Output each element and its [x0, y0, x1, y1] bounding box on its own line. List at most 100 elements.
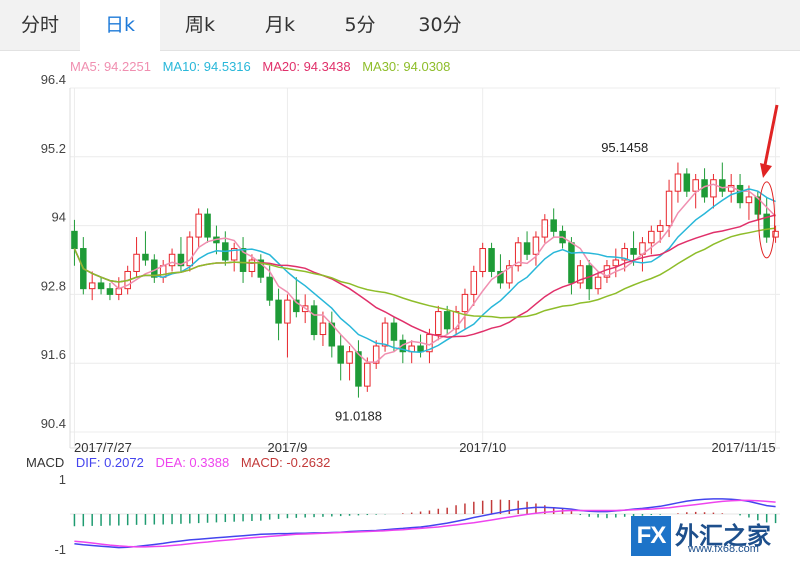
candle-body [772, 230, 779, 238]
candle-body [408, 345, 415, 353]
candle-body [523, 242, 531, 255]
candle-body [222, 242, 229, 261]
ma-legend: MA5: 94.2251 MA10: 94.5316 MA20: 94.3438… [70, 59, 458, 74]
ma10-line [73, 188, 776, 354]
period-tabs: 分时 日k 周k 月k 5分 30分 [0, 0, 800, 51]
tab-intraday[interactable]: 分时 [20, 14, 59, 36]
candle-body [736, 184, 744, 204]
candle-body [656, 225, 664, 232]
candle-body [159, 265, 167, 278]
candle-body [115, 288, 123, 295]
red-arrow-shaft [763, 104, 779, 166]
y-tick-label: 91.6 [41, 347, 66, 362]
ma20-line [73, 214, 776, 338]
candle-body [674, 173, 682, 192]
y-tick-label: 95.2 [41, 141, 66, 156]
x-tick-label: 2017/10 [459, 440, 506, 455]
candle-body [621, 248, 628, 261]
candle-body [692, 179, 699, 192]
candle-body [364, 362, 371, 387]
candle-body [426, 334, 433, 353]
candle-body [275, 299, 282, 324]
candle-body [319, 322, 327, 336]
candle-body [328, 322, 336, 347]
candle-body [204, 213, 211, 238]
candle-body [630, 248, 637, 255]
low-price-label: 91.0188 [335, 409, 382, 424]
candle-body [754, 196, 762, 215]
ma20-label: MA20: 94.3438 [262, 59, 351, 74]
candle-body [248, 259, 256, 272]
tab-monthly-k[interactable]: 月k [264, 14, 295, 36]
candle-body [239, 248, 247, 272]
ma5-line [73, 183, 777, 363]
candle-body [461, 293, 469, 313]
candle-body [497, 270, 504, 284]
candle-body [568, 242, 575, 284]
candle-body [648, 230, 655, 244]
candle-body [133, 253, 140, 272]
candle-body [346, 351, 353, 364]
candle-body [372, 345, 380, 364]
candle-body [452, 311, 460, 330]
candle-body [266, 276, 273, 301]
candle-body [479, 248, 486, 272]
candle-body [355, 351, 362, 387]
tab-30min[interactable]: 30分 [418, 14, 462, 36]
candle-body [577, 265, 584, 284]
candle-body [381, 322, 389, 347]
y-tick-label: 92.8 [41, 278, 66, 293]
macd-value-label: MACD: -0.2632 [240, 455, 331, 470]
candle-body [541, 219, 549, 238]
tab-daily-k[interactable]: 日k [80, 0, 160, 51]
candle-body [310, 305, 318, 336]
dea-label: DEA: 0.3388 [155, 455, 230, 470]
candle-body [470, 270, 478, 295]
candle-body [177, 253, 185, 267]
candle-body [585, 265, 593, 290]
logo-name: 外汇之家 [675, 522, 771, 550]
ma30-line [73, 227, 776, 319]
candle-body [88, 282, 96, 290]
candle-body [710, 179, 717, 198]
macd-legend: MACD DIF: 0.2072 DEA: 0.3388 MACD: -0.26… [26, 455, 338, 470]
candle-body [301, 305, 309, 313]
macd-y-tick-label: 1 [59, 472, 66, 487]
candle-body [532, 236, 540, 255]
candle-body [97, 282, 105, 290]
candle-body [594, 276, 602, 290]
candle-body [230, 248, 238, 261]
x-tick-label: 2017/11/15 [711, 440, 775, 455]
candle-body [257, 259, 265, 278]
candle-body [399, 339, 407, 353]
tab-weekly-k[interactable]: 周k [184, 14, 215, 36]
candle-body [550, 219, 557, 232]
candle-body [293, 299, 300, 313]
candle-body [639, 242, 646, 255]
candle-body [337, 345, 344, 364]
candle-body [603, 265, 611, 278]
candle-body [417, 345, 424, 353]
candle-body [284, 299, 291, 324]
candle-body [390, 322, 398, 341]
candle-body [435, 311, 442, 336]
dif-label: DIF: 0.2072 [75, 455, 144, 470]
tab-5min[interactable]: 5分 [344, 14, 376, 36]
candle-body [683, 173, 691, 192]
candle-body [514, 242, 522, 267]
ma5-label: MA5: 94.2251 [70, 59, 151, 74]
candle-body [186, 236, 194, 267]
highlight-ellipse [758, 181, 776, 259]
x-tick-label: 2017/9 [268, 440, 308, 455]
candle-body [195, 213, 202, 238]
logo-url: www.fx68.com [688, 543, 759, 555]
candle-body [701, 179, 708, 198]
macd-title: MACD [26, 455, 65, 470]
high-price-label: 95.1458 [601, 140, 648, 155]
candle-body [124, 270, 131, 290]
candle-body [488, 248, 495, 272]
ma10-label: MA10: 94.5316 [162, 59, 251, 74]
red-arrow-head [760, 163, 772, 178]
x-tick-label: 2017/7/27 [74, 440, 132, 455]
